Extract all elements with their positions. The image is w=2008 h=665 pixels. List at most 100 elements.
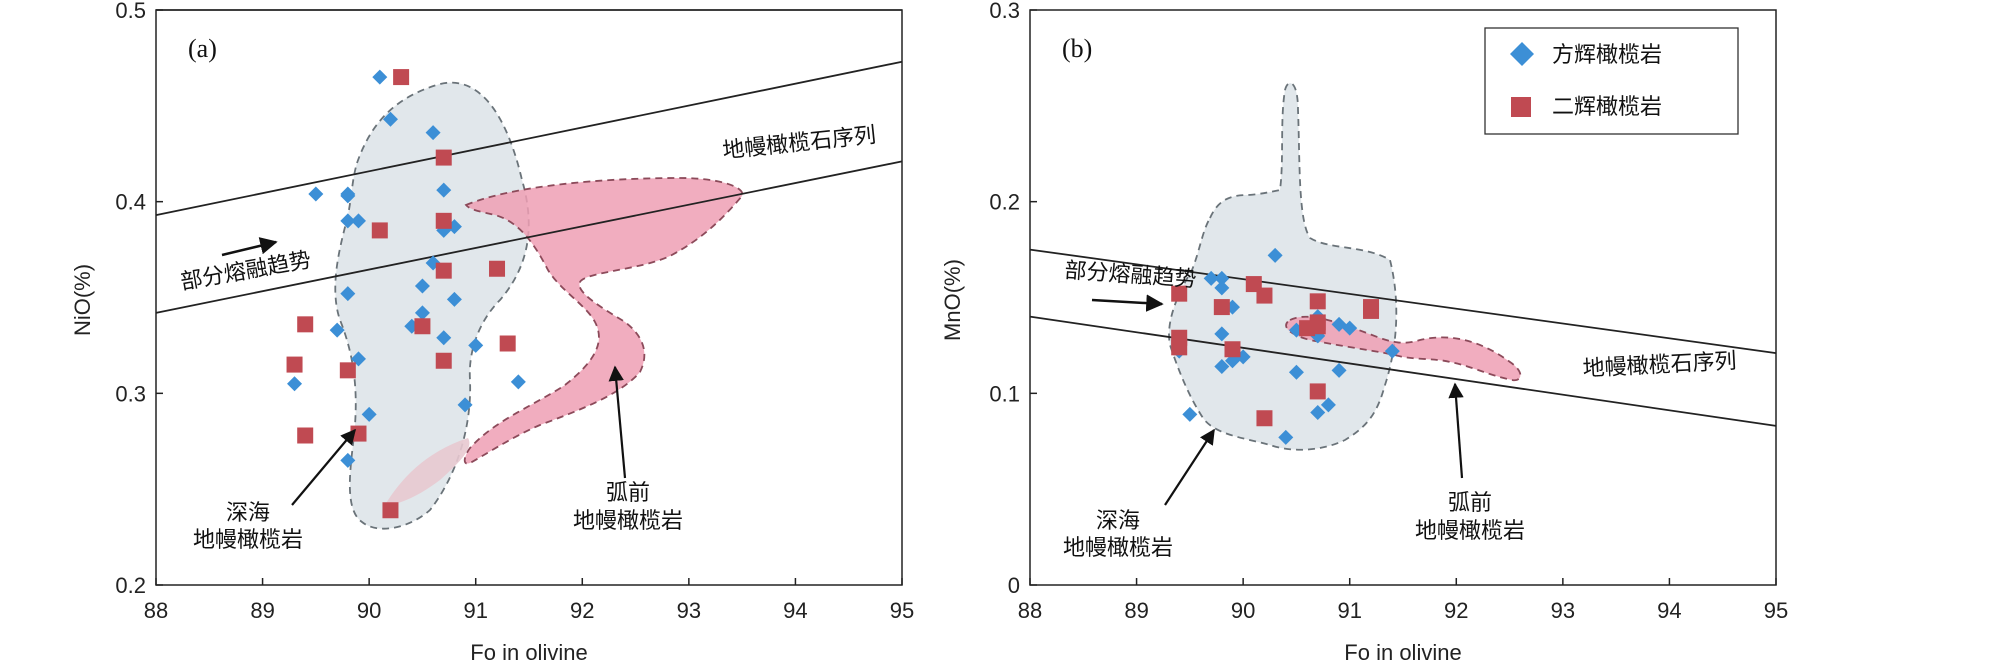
lherzolite-point-b	[1171, 285, 1188, 302]
lherzolite-point-a	[393, 69, 410, 86]
forearc-label-line2-a: 地幔橄榄岩	[573, 509, 683, 534]
harzburgite-point-a	[340, 188, 356, 204]
sequence-band-upper-a	[155, 60, 903, 216]
lherzolite-point-b	[1309, 383, 1326, 400]
y-tick-label-a: 0.4	[115, 190, 146, 215]
lherzolite-point-b	[1256, 410, 1273, 427]
harzburgite-point-b	[1288, 364, 1304, 380]
lherzolite-point-a	[435, 262, 452, 279]
forearc-label-line1-a: 弧前	[606, 481, 650, 506]
harzburgite-point-b	[1203, 270, 1219, 286]
lherzolite-point-b	[1309, 318, 1326, 335]
forearc-label-line2-b: 地幔橄榄岩	[1415, 519, 1525, 544]
lherzolite-point-b	[1224, 341, 1241, 358]
harzburgite-point-a	[350, 213, 366, 229]
forearc-arrow-a	[608, 365, 627, 479]
plot-frame-a	[155, 9, 903, 586]
lherzolite-point-a	[371, 222, 388, 239]
legend-label-harzburgite: 方辉橄榄岩	[1552, 43, 1662, 68]
harzburgite-point-a	[425, 125, 441, 141]
x-tick-label-a: 90	[357, 598, 381, 623]
x-axis-b: 88 89 90 91 92 93 94 95	[1018, 578, 1788, 623]
lherzolite-point-a	[489, 260, 506, 277]
points-a	[286, 69, 526, 519]
melting-trend-arrow-a	[221, 237, 278, 257]
region-forearc-b	[1285, 315, 1522, 382]
harzburgite-point-a	[457, 397, 473, 413]
panel-a: 88 89 90 91 92 93 94 95 0.2 0.3 0.4 0.5 (a) Fo in …	[70, 0, 914, 665]
region-forearc-a	[385, 177, 744, 505]
lherzolite-point-a	[499, 335, 516, 352]
legend-square-icon	[1511, 97, 1531, 117]
lherzolite-point-b	[1309, 293, 1326, 310]
abyssal-label-line1-b: 深海	[1096, 509, 1140, 534]
points-b	[1171, 247, 1400, 445]
harzburgite-point-a	[414, 305, 430, 321]
y-tick-label-a: 0.3	[115, 381, 146, 406]
x-tick-label-a: 89	[250, 598, 274, 623]
y-tick-label-b: 0	[1008, 573, 1020, 598]
lherzolite-point-a	[286, 356, 303, 373]
y-tick-label-b: 0.3	[989, 0, 1020, 23]
forearc-label-line1-b: 弧前	[1448, 491, 1492, 516]
abyssal-arrow-b	[1164, 428, 1215, 506]
panel-label-b: (b)	[1062, 34, 1092, 63]
abyssal-arrow-a	[291, 428, 356, 506]
harzburgite-point-b	[1214, 270, 1230, 286]
x-tick-label-a: 94	[783, 598, 807, 623]
harzburgite-point-b	[1342, 320, 1358, 336]
harzburgite-point-b	[1278, 429, 1294, 445]
lherzolite-point-b	[1171, 339, 1188, 356]
harzburgite-point-b	[1214, 359, 1230, 374]
harzburgite-point-a	[446, 291, 462, 307]
panel-label-a: (a)	[188, 34, 217, 63]
x-tick-label-a: 95	[890, 598, 914, 623]
harzburgite-point-a	[361, 406, 377, 422]
legend-diamond-icon	[1510, 42, 1534, 66]
harzburgite-point-b	[1182, 406, 1198, 422]
x-tick-label-b: 88	[1018, 598, 1042, 623]
harzburgite-point-b	[1214, 280, 1230, 296]
harzburgite-point-a	[287, 376, 303, 392]
lherzolite-point-b	[1363, 302, 1380, 319]
lherzolite-point-a	[435, 212, 452, 229]
melting-trend-label-a: 部分熔融趋势	[179, 248, 313, 296]
y-tick-label-b: 0.1	[989, 381, 1020, 406]
y-tick-label-b: 0.2	[989, 190, 1020, 215]
harzburgite-point-a	[340, 286, 356, 302]
sequence-band-lower-a	[155, 160, 903, 314]
lherzolite-point-a	[297, 427, 314, 444]
legend: 方辉橄榄岩 二辉橄榄岩	[1484, 27, 1739, 135]
harzburgite-point-a	[340, 213, 356, 229]
melting-trend-arrow-b	[1091, 294, 1164, 312]
harzburgite-point-a	[372, 69, 388, 85]
region-abyssal-a	[334, 81, 530, 530]
y-axis-a: 0.2 0.3 0.4 0.5	[115, 0, 163, 598]
y-tick-label-a: 0.5	[115, 0, 146, 23]
x-tick-label-b: 89	[1124, 598, 1148, 623]
y-axis-label-b: MnO(%)	[940, 259, 965, 341]
lherzolite-point-b	[1213, 299, 1230, 316]
harzburgite-point-b	[1310, 405, 1326, 420]
lherzolite-point-a	[435, 149, 452, 166]
region-abyssal-b	[1168, 82, 1398, 451]
harzburgite-point-a	[382, 111, 398, 127]
x-tick-label-b: 92	[1444, 598, 1468, 623]
harzburgite-point-a	[436, 182, 452, 198]
abyssal-label-line2-b: 地幔橄榄岩	[1063, 536, 1173, 561]
harzburgite-point-a	[436, 330, 452, 346]
abyssal-label-line1-a: 深海	[226, 501, 270, 526]
x-tick-label-a: 92	[570, 598, 594, 623]
melting-trend-label-b: 部分熔融趋势	[1064, 258, 1197, 292]
y-axis-b: 0 0.1 0.2 0.3	[989, 0, 1037, 598]
harzburgite-point-a	[329, 322, 345, 338]
sequence-band-upper-b	[1029, 248, 1777, 354]
x-tick-label-b: 93	[1551, 598, 1575, 623]
sequence-band-label-b: 地幔橄榄石序列	[1582, 349, 1737, 382]
x-tick-label-a: 91	[463, 598, 487, 623]
y-tick-label-a: 0.2	[115, 573, 146, 598]
harzburgite-point-b	[1331, 362, 1347, 378]
harzburgite-point-b	[1267, 247, 1283, 263]
lherzolite-point-b	[1256, 287, 1273, 304]
